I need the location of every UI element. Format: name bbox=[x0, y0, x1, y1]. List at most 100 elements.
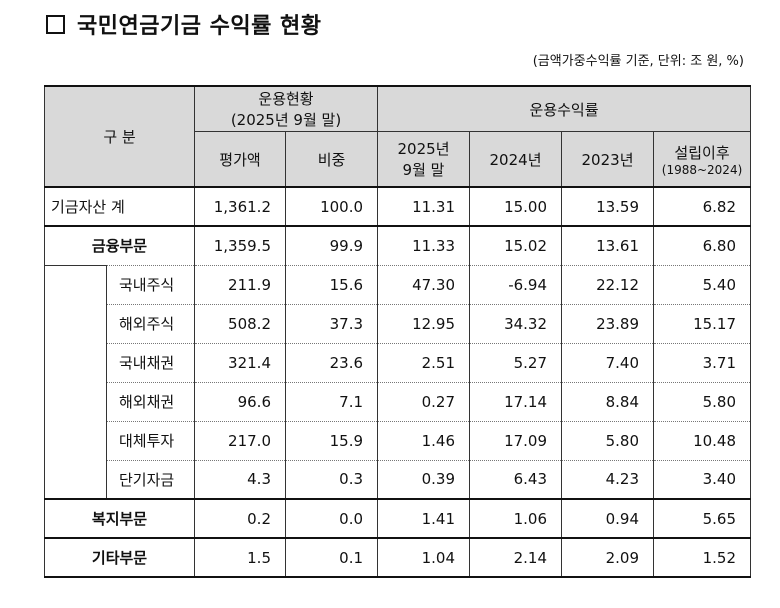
cell-2023: 4.23 bbox=[561, 459, 655, 499]
header-2025: 2025년 9월 말 bbox=[377, 131, 471, 188]
table-row-foreign-equity: 해외주식 508.2 37.3 12.95 34.32 23.89 15.17 bbox=[45, 303, 752, 343]
header-returns: 운용수익률 bbox=[377, 85, 752, 132]
cell-2024: 1.06 bbox=[469, 498, 563, 538]
cell-2024: 34.32 bbox=[469, 303, 563, 343]
table-row-foreign-bonds: 해외채권 96.6 7.1 0.27 17.14 8.84 5.80 bbox=[45, 381, 752, 421]
cell-2023: 0.94 bbox=[561, 498, 655, 538]
cell-share: 7.1 bbox=[284, 381, 379, 421]
cell-2025: 2.51 bbox=[377, 342, 471, 382]
cell-2025: 1.41 bbox=[377, 498, 471, 538]
cell-2025: 11.33 bbox=[377, 225, 471, 265]
header-eval-amount: 평가액 bbox=[194, 131, 286, 188]
cell-2025: 0.39 bbox=[377, 459, 471, 499]
cell-share: 100.0 bbox=[284, 186, 379, 226]
row-label: 국내주식 bbox=[106, 264, 195, 304]
title-text: 국민연금기금 수익률 현황 bbox=[77, 14, 322, 39]
row-label: 기타부문 bbox=[44, 537, 195, 578]
cell-share: 37.3 bbox=[284, 303, 379, 343]
row-label: 복지부문 bbox=[44, 498, 195, 538]
cell-since: 6.82 bbox=[653, 186, 752, 226]
row-label: 금융부문 bbox=[44, 225, 195, 265]
fund-returns-table: 구 분 운용현황 (2025년 9월 말) 운용수익률 평가액 비중 2025년… bbox=[44, 85, 752, 578]
cell-eval: 217.0 bbox=[194, 420, 286, 460]
cell-2023: 5.80 bbox=[561, 420, 655, 460]
square-bullet-icon bbox=[46, 15, 65, 34]
cell-2023: 7.40 bbox=[561, 342, 655, 382]
cell-2023: 22.12 bbox=[561, 264, 655, 304]
row-label: 해외주식 bbox=[106, 303, 195, 343]
cell-eval: 508.2 bbox=[194, 303, 286, 343]
cell-since: 3.40 bbox=[653, 459, 752, 499]
table-row-short-term: 단기자금 4.3 0.3 0.39 6.43 4.23 3.40 bbox=[45, 459, 752, 499]
cell-eval: 1,359.5 bbox=[194, 225, 286, 265]
header-holdings-title: 운용현황 bbox=[258, 90, 314, 108]
header-holdings-sub: (2025년 9월 말) bbox=[230, 111, 342, 129]
header-2024: 2024년 bbox=[469, 131, 563, 188]
cell-eval: 1.5 bbox=[194, 537, 286, 578]
cell-eval: 1,361.2 bbox=[194, 186, 286, 226]
cell-2024: 5.27 bbox=[469, 342, 563, 382]
cell-2024: 6.43 bbox=[469, 459, 563, 499]
table-row-domestic-equity: 국내주식 211.9 15.6 47.30 -6.94 22.12 5.40 bbox=[44, 264, 752, 499]
cell-2024: 2.14 bbox=[469, 537, 563, 578]
cell-since: 5.65 bbox=[653, 498, 752, 538]
cell-2025: 11.31 bbox=[377, 186, 471, 226]
header-2025-line2: 9월 말 bbox=[402, 161, 445, 179]
table-row-total: 기금자산 계 1,361.2 100.0 11.31 15.00 13.59 6… bbox=[44, 186, 752, 226]
cell-eval: 4.3 bbox=[194, 459, 286, 499]
header-row-2: 평가액 비중 2025년 9월 말 2024년 2023년 설립이후 (1988… bbox=[45, 131, 752, 188]
cell-since: 10.48 bbox=[653, 420, 752, 460]
cell-eval: 0.2 bbox=[194, 498, 286, 538]
cell-share: 23.6 bbox=[284, 342, 379, 382]
row-label: 기금자산 계 bbox=[44, 186, 195, 226]
cell-2023: 8.84 bbox=[561, 381, 655, 421]
header-row-1: 구 분 운용현황 (2025년 9월 말) 운용수익률 bbox=[44, 85, 752, 188]
cell-2024: 15.00 bbox=[469, 186, 563, 226]
unit-note: (금액가중수익률 기준, 단위: 조 원, %) bbox=[532, 54, 744, 69]
table-row-financial: 금융부문 1,359.5 99.9 11.33 15.02 13.61 6.80 bbox=[44, 225, 752, 265]
header-since-line1: 설립이후 bbox=[674, 143, 730, 162]
cell-2023: 13.61 bbox=[561, 225, 655, 265]
header-holdings: 운용현황 (2025년 9월 말) bbox=[193, 85, 379, 132]
cell-share: 99.9 bbox=[284, 225, 379, 265]
cell-2024: 15.02 bbox=[469, 225, 563, 265]
cell-2025: 1.04 bbox=[377, 537, 471, 578]
header-2023: 2023년 bbox=[561, 131, 655, 188]
table-row-alternatives: 대체투자 217.0 15.9 1.46 17.09 5.80 10.48 bbox=[45, 420, 752, 460]
cell-2023: 13.59 bbox=[561, 186, 655, 226]
cell-share: 0.3 bbox=[284, 459, 379, 499]
header-category-label: 구 분 bbox=[103, 128, 136, 146]
cell-eval: 96.6 bbox=[194, 381, 286, 421]
cell-2024: -6.94 bbox=[469, 264, 563, 304]
header-share: 비중 bbox=[284, 131, 379, 188]
cell-since: 5.40 bbox=[653, 264, 752, 304]
cell-eval: 211.9 bbox=[194, 264, 286, 304]
cell-2025: 12.95 bbox=[377, 303, 471, 343]
table-row-other: 기타부문 1.5 0.1 1.04 2.14 2.09 1.52 bbox=[44, 537, 752, 578]
cell-share: 0.1 bbox=[284, 537, 379, 578]
cell-since: 6.80 bbox=[653, 225, 752, 265]
cell-2025: 0.27 bbox=[377, 381, 471, 421]
cell-since: 1.52 bbox=[653, 537, 752, 578]
cell-share: 15.9 bbox=[284, 420, 379, 460]
table-row-welfare: 복지부문 0.2 0.0 1.41 1.06 0.94 5.65 bbox=[44, 498, 752, 538]
cell-2025: 47.30 bbox=[377, 264, 471, 304]
row-label: 국내채권 bbox=[106, 342, 195, 382]
table-row-domestic-bonds: 국내채권 321.4 23.6 2.51 5.27 7.40 3.71 bbox=[45, 342, 752, 382]
cell-eval: 321.4 bbox=[194, 342, 286, 382]
row-label: 단기자금 bbox=[106, 459, 195, 499]
cell-2023: 2.09 bbox=[561, 537, 655, 578]
cell-since: 15.17 bbox=[653, 303, 752, 343]
cell-2024: 17.09 bbox=[469, 420, 563, 460]
cell-2023: 23.89 bbox=[561, 303, 655, 343]
indent-spacer bbox=[44, 264, 107, 499]
row-label: 해외채권 bbox=[106, 381, 195, 421]
header-category: 구 분 bbox=[44, 85, 195, 188]
header-since-line2: (1988~2024) bbox=[661, 162, 743, 177]
cell-2024: 17.14 bbox=[469, 381, 563, 421]
cell-2025: 1.46 bbox=[377, 420, 471, 460]
cell-since: 5.80 bbox=[653, 381, 752, 421]
cell-share: 15.6 bbox=[284, 264, 379, 304]
page-title: 국민연금기금 수익률 현황 bbox=[46, 8, 321, 40]
header-2025-line1: 2025년 bbox=[397, 140, 450, 158]
